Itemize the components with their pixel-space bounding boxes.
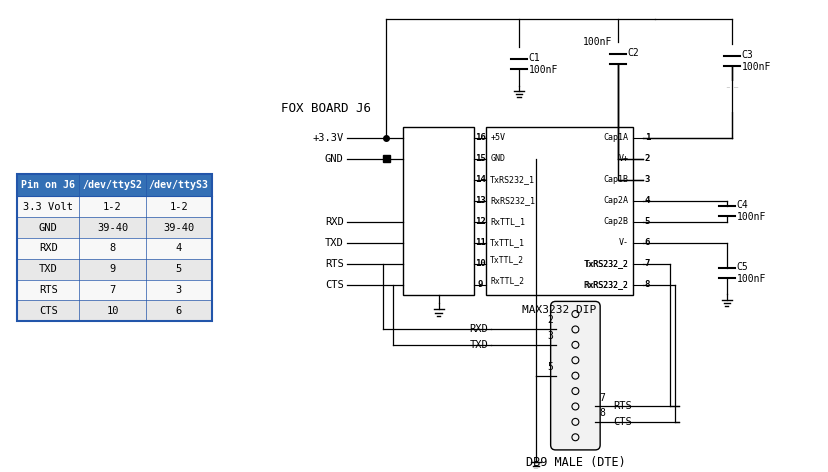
Text: Cap1B: Cap1B: [603, 175, 628, 184]
Text: RTS: RTS: [39, 285, 57, 295]
Bar: [17, 174, 212, 321]
Text: TXD: TXD: [39, 264, 57, 274]
Bar: [17, 217, 212, 238]
Text: 8: 8: [644, 280, 649, 289]
Text: 7: 7: [599, 393, 604, 403]
Text: 2: 2: [547, 315, 553, 326]
Text: Cap1A: Cap1A: [603, 133, 628, 142]
Text: 1: 1: [644, 133, 649, 142]
Text: Pin on J6: Pin on J6: [22, 180, 75, 190]
Text: 15: 15: [474, 154, 485, 163]
Text: FOX BOARD J6: FOX BOARD J6: [281, 102, 371, 115]
Text: 13: 13: [474, 196, 485, 205]
Text: 8: 8: [109, 244, 115, 253]
Text: DB9 MALE (DTE): DB9 MALE (DTE): [525, 456, 624, 469]
Text: 100nF: 100nF: [583, 37, 612, 47]
Text: C5: C5: [736, 261, 748, 271]
Text: 100nF: 100nF: [736, 273, 765, 284]
Text: RxRS232_2: RxRS232_2: [583, 280, 628, 289]
Text: Cap2A: Cap2A: [603, 196, 628, 205]
Text: V+: V+: [619, 154, 628, 163]
Text: TXD: TXD: [469, 340, 488, 350]
Text: RxTTL_1: RxTTL_1: [489, 217, 525, 226]
Text: /dev/ttyS2: /dev/ttyS2: [83, 180, 142, 190]
Text: 39-40: 39-40: [163, 223, 195, 233]
Text: 9: 9: [477, 280, 483, 289]
Text: 4: 4: [644, 196, 649, 205]
Text: RTS: RTS: [325, 259, 344, 269]
Text: RXD: RXD: [469, 324, 488, 335]
Text: 8: 8: [599, 408, 604, 418]
Bar: [383, 155, 390, 162]
Bar: [17, 238, 212, 259]
Text: TxRS232_2: TxRS232_2: [585, 260, 628, 269]
Text: MAX3232 DIP: MAX3232 DIP: [522, 305, 596, 315]
Text: 100nF: 100nF: [528, 65, 557, 75]
Text: CTS: CTS: [612, 417, 631, 427]
Text: 10: 10: [106, 306, 118, 316]
Text: C4: C4: [736, 200, 748, 211]
Bar: [17, 279, 212, 300]
Bar: [17, 196, 212, 217]
Text: 6: 6: [176, 306, 182, 316]
Text: 3: 3: [547, 331, 553, 341]
Text: 12: 12: [474, 217, 485, 226]
Text: CTS: CTS: [39, 306, 57, 316]
Text: 1-2: 1-2: [169, 202, 188, 212]
Text: GND: GND: [39, 223, 57, 233]
Text: 4: 4: [176, 244, 182, 253]
Text: 7: 7: [644, 260, 649, 269]
FancyBboxPatch shape: [550, 302, 599, 450]
Text: GND: GND: [489, 154, 504, 163]
Text: C1: C1: [528, 53, 540, 63]
Text: 3: 3: [176, 285, 182, 295]
Text: C3: C3: [741, 50, 753, 60]
Text: V-: V-: [619, 238, 628, 247]
Text: GND: GND: [325, 154, 344, 164]
Bar: [402, 127, 474, 295]
Text: 2: 2: [644, 154, 649, 163]
Text: 5: 5: [176, 264, 182, 274]
Text: 1-2: 1-2: [103, 202, 122, 212]
Text: RxRS232_1: RxRS232_1: [489, 196, 535, 205]
Text: 16: 16: [474, 133, 485, 142]
Text: RXD: RXD: [39, 244, 57, 253]
Text: 39-40: 39-40: [97, 223, 128, 233]
Text: TXD: TXD: [325, 238, 344, 248]
Text: 5: 5: [644, 217, 649, 226]
Text: C2: C2: [627, 48, 639, 58]
Text: RXD: RXD: [325, 217, 344, 227]
Text: 6: 6: [644, 238, 649, 247]
Text: CTS: CTS: [325, 280, 344, 290]
Bar: [486, 127, 632, 295]
Text: /dev/ttyS3: /dev/ttyS3: [149, 180, 209, 190]
Text: 9: 9: [109, 264, 115, 274]
Text: 3: 3: [644, 175, 649, 184]
Text: 100nF: 100nF: [736, 212, 765, 222]
Text: 14: 14: [474, 175, 485, 184]
Text: RTS: RTS: [612, 402, 631, 412]
Text: +3.3V: +3.3V: [312, 133, 344, 143]
Text: 5: 5: [547, 362, 553, 371]
Text: Cap2B: Cap2B: [603, 217, 628, 226]
Text: TxTTL_2: TxTTL_2: [489, 255, 524, 264]
Text: TxRS232_2: TxRS232_2: [583, 260, 628, 269]
Text: 10: 10: [474, 260, 485, 269]
Bar: [17, 174, 212, 196]
Text: 3.3 Volt: 3.3 Volt: [23, 202, 73, 212]
Bar: [17, 259, 212, 279]
Bar: [17, 300, 212, 321]
Text: RxRS232_2: RxRS232_2: [585, 280, 628, 289]
Text: 7: 7: [109, 285, 115, 295]
Text: +5V: +5V: [489, 133, 504, 142]
Text: TxTTL_1: TxTTL_1: [489, 238, 525, 247]
Text: RxTTL_2: RxTTL_2: [489, 277, 524, 286]
Text: TxRS232_1: TxRS232_1: [489, 175, 535, 184]
Text: 11: 11: [474, 238, 485, 247]
Text: 100nF: 100nF: [741, 62, 770, 72]
